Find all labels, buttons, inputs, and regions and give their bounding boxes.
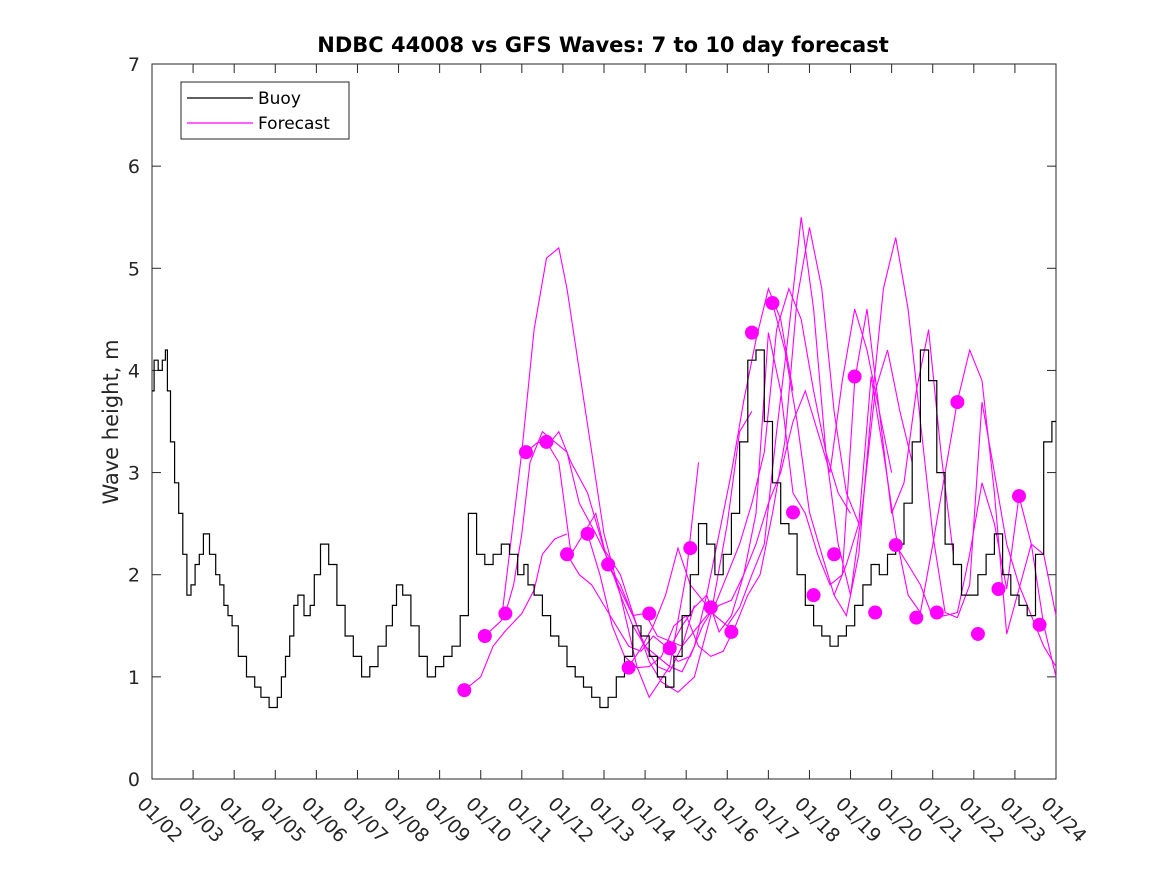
x-tick-label: 01/18 bbox=[790, 793, 844, 847]
x-tick-label: 01/04 bbox=[215, 793, 269, 847]
forecast-point bbox=[950, 395, 965, 410]
buoy-series-line bbox=[152, 349, 1056, 709]
y-axis-label: Wave height, m bbox=[99, 339, 123, 504]
y-axis-ticks: 0 1 2 3 4 5 6 7 bbox=[128, 54, 1056, 791]
x-tick-label: 01/11 bbox=[502, 793, 556, 847]
forecast-point bbox=[662, 641, 677, 656]
forecast-point bbox=[621, 660, 636, 675]
x-tick-label: 01/19 bbox=[831, 793, 885, 847]
x-tick-label: 01/09 bbox=[420, 793, 474, 847]
x-tick-label: 01/10 bbox=[461, 793, 515, 847]
forecast-point bbox=[970, 626, 985, 641]
x-tick-label: 01/06 bbox=[297, 793, 351, 847]
forecast-point bbox=[683, 541, 698, 556]
forecast-run-line bbox=[895, 482, 1057, 678]
forecast-run-line bbox=[504, 430, 695, 673]
x-tick-label: 01/02 bbox=[132, 793, 186, 847]
forecast-point bbox=[765, 296, 780, 311]
x-tick-label: 01/23 bbox=[995, 793, 1049, 847]
y-tick-label: 0 bbox=[128, 769, 140, 791]
y-tick-label: 5 bbox=[128, 258, 140, 280]
x-tick-label: 01/05 bbox=[256, 793, 310, 847]
chart-title: NDBC 44008 vs GFS Waves: 7 to 10 day for… bbox=[317, 33, 888, 57]
forecast-point bbox=[1012, 489, 1027, 504]
forecast-point bbox=[724, 624, 739, 639]
forecast-point bbox=[601, 557, 616, 572]
forecast-point bbox=[457, 683, 472, 698]
legend: Buoy Forecast bbox=[180, 81, 350, 140]
x-tick-label: 01/21 bbox=[913, 793, 967, 847]
forecast-markers bbox=[457, 296, 1047, 698]
x-tick-label: 01/20 bbox=[872, 793, 926, 847]
forecast-run-line bbox=[669, 309, 954, 649]
x-tick-label: 01/03 bbox=[174, 793, 228, 847]
y-tick-label: 1 bbox=[128, 667, 140, 689]
plot-area bbox=[151, 63, 1057, 780]
forecast-point bbox=[518, 445, 533, 460]
x-tick-label: 01/12 bbox=[543, 793, 597, 847]
forecast-run-line bbox=[463, 533, 568, 691]
legend-box bbox=[180, 81, 350, 140]
x-tick-label: 01/24 bbox=[1036, 793, 1090, 847]
forecast-point bbox=[744, 325, 759, 340]
forecast-point bbox=[539, 434, 554, 449]
forecast-point bbox=[477, 629, 492, 643]
x-tick-label: 01/07 bbox=[338, 793, 392, 847]
forecast-point bbox=[827, 547, 842, 562]
forecast-point bbox=[498, 606, 513, 621]
x-tick-label: 01/15 bbox=[667, 793, 721, 847]
forecast-point bbox=[1032, 617, 1047, 632]
forecast-point bbox=[560, 547, 575, 562]
x-tick-label: 01/14 bbox=[626, 793, 680, 847]
legend-forecast-label: Forecast bbox=[258, 114, 330, 134]
y-tick-label: 7 bbox=[128, 54, 140, 76]
x-tick-label: 01/16 bbox=[708, 793, 762, 847]
x-tick-label: 01/22 bbox=[954, 793, 1008, 847]
forecast-point bbox=[642, 606, 657, 621]
y-tick-label: 4 bbox=[128, 360, 140, 382]
x-tick-label: 01/17 bbox=[749, 793, 803, 847]
forecast-point bbox=[909, 610, 924, 625]
forecast-point bbox=[888, 538, 903, 553]
y-tick-label: 6 bbox=[128, 156, 140, 178]
y-tick-label: 3 bbox=[128, 463, 140, 485]
forecast-run-line bbox=[771, 237, 1057, 667]
legend-buoy-label: Buoy bbox=[258, 89, 301, 109]
forecast-run-line bbox=[566, 287, 851, 663]
forecast-point bbox=[786, 505, 801, 520]
forecast-point bbox=[580, 526, 595, 541]
forecast-point bbox=[991, 582, 1006, 597]
forecast-point bbox=[806, 588, 821, 603]
forecast-point bbox=[868, 605, 883, 620]
x-tick-label: 01/13 bbox=[584, 793, 638, 847]
forecast-run-line bbox=[484, 246, 700, 699]
x-tick-label: 01/08 bbox=[379, 793, 433, 847]
forecast-point bbox=[703, 600, 718, 615]
y-tick-label: 2 bbox=[128, 565, 140, 587]
forecast-point bbox=[847, 369, 862, 384]
forecast-point bbox=[929, 605, 944, 620]
forecast-run-line bbox=[607, 308, 893, 647]
